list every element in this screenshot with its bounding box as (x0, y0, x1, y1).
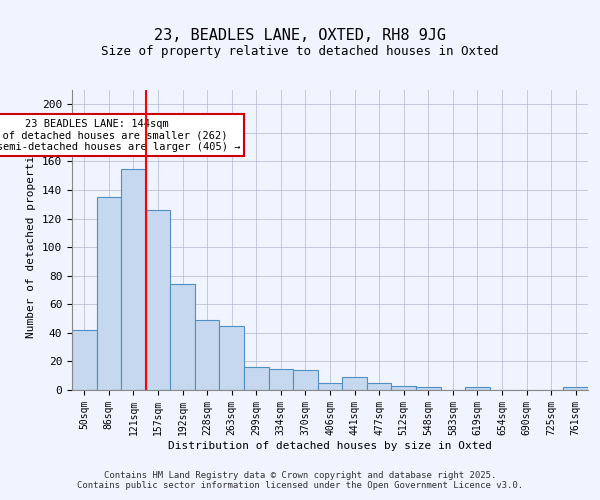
Text: 23 BEADLES LANE: 144sqm
← 39% of detached houses are smaller (262)
60% of semi-d: 23 BEADLES LANE: 144sqm ← 39% of detache… (0, 118, 241, 152)
Bar (97, 197, 121, 390)
Text: Contains HM Land Registry data © Crown copyright and database right 2025.
Contai: Contains HM Land Registry data © Crown c… (77, 470, 523, 490)
Y-axis label: Number of detached properties: Number of detached properties (26, 142, 37, 338)
Text: Size of property relative to detached houses in Oxted: Size of property relative to detached ho… (101, 45, 499, 58)
Bar (367, 383, 391, 390)
Text: 23, BEADLES LANE, OXTED, RH8 9JG: 23, BEADLES LANE, OXTED, RH8 9JG (154, 28, 446, 42)
Bar (465, 387, 490, 390)
Bar (195, 320, 220, 390)
X-axis label: Distribution of detached houses by size in Oxted: Distribution of detached houses by size … (168, 440, 492, 450)
Bar (220, 326, 244, 390)
Bar (269, 368, 293, 390)
Bar (72, 330, 97, 390)
Bar (170, 284, 195, 390)
Bar (416, 387, 440, 390)
Bar (391, 386, 416, 390)
Bar (244, 367, 269, 390)
Bar (146, 210, 170, 390)
Bar (342, 377, 367, 390)
Bar (293, 370, 318, 390)
Bar (121, 168, 146, 390)
Bar (563, 387, 588, 390)
Bar (318, 383, 342, 390)
